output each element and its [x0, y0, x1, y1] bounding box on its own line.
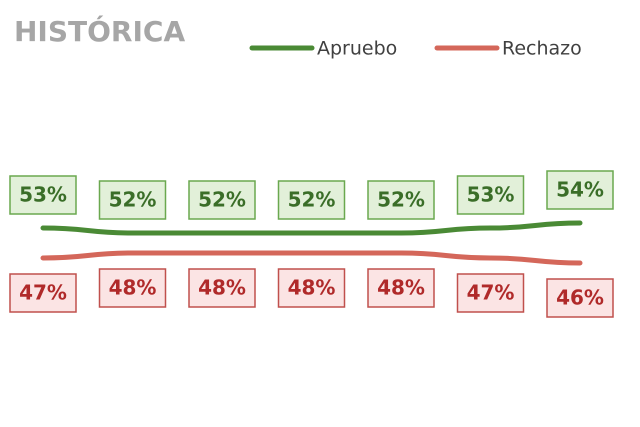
value-label-box [98, 268, 167, 308]
value-label-box [188, 268, 256, 308]
value-label: 52% [109, 188, 157, 212]
value-label: 48% [288, 276, 336, 300]
value-label: 52% [288, 188, 336, 212]
value-label-box [367, 268, 435, 308]
value-label: 48% [198, 276, 246, 300]
value-label-box [456, 175, 525, 215]
value-label: 48% [109, 276, 157, 300]
value-label-box [188, 180, 256, 220]
value-label: 47% [19, 281, 67, 305]
value-label: 46% [556, 286, 604, 310]
value-label-box [277, 180, 346, 220]
series-line [40, 220, 583, 236]
value-label: 53% [19, 183, 67, 207]
legend-label: Rechazo [502, 38, 582, 60]
legend-label: Apruebo [317, 38, 397, 60]
value-label-box [98, 180, 167, 220]
value-label: 53% [467, 183, 515, 207]
value-label-box [9, 175, 77, 215]
value-label-box [367, 180, 435, 220]
value-label: 52% [198, 188, 246, 212]
value-label-box [546, 170, 614, 210]
value-label-box [456, 273, 525, 313]
series-line [40, 250, 583, 266]
value-label: 47% [467, 281, 515, 305]
value-label: 52% [377, 188, 425, 212]
value-label-box [546, 278, 614, 318]
value-label: 54% [556, 178, 604, 202]
chart-title: HISTÓRICA [14, 14, 185, 48]
value-label: 48% [377, 276, 425, 300]
value-label-box [277, 268, 346, 308]
value-label-box [9, 273, 77, 313]
